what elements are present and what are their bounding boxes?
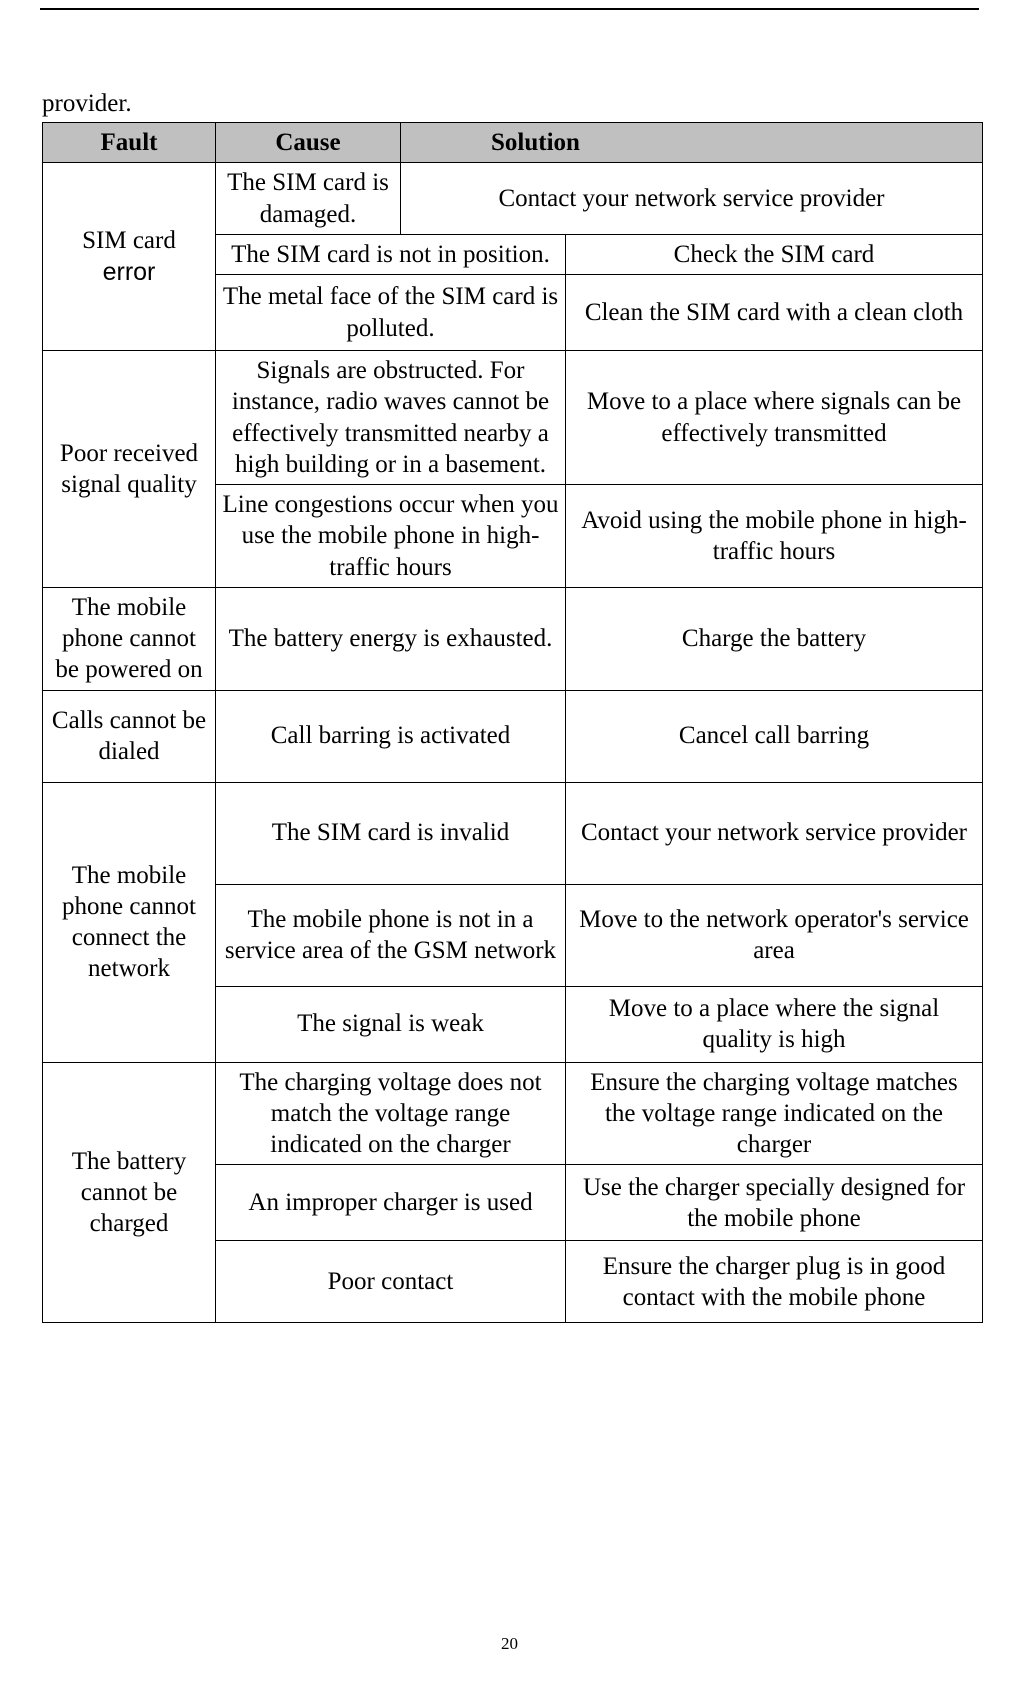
header-solution: Solution — [401, 123, 983, 163]
charge-row-1: The battery cannot be charged The chargi… — [43, 1062, 983, 1165]
dial-cause: Call barring is activated — [216, 690, 566, 782]
table-header-row: Fault Cause Solution — [43, 123, 983, 163]
page-top-rule — [40, 8, 979, 10]
sim-cause-2: The SIM card is not in position. — [216, 234, 566, 274]
network-cause-2: The mobile phone is not in a service are… — [216, 884, 566, 986]
signal-solution-1: Move to a place where signals can be eff… — [566, 351, 983, 485]
page-content: provider. Fault Cause Solution SIM card … — [42, 90, 983, 1323]
power-row: The mobile phone cannot be powered on Th… — [43, 587, 983, 690]
network-cause-3: The signal is weak — [216, 986, 566, 1062]
charge-solution-1: Ensure the charging voltage matches the … — [566, 1062, 983, 1165]
network-row-1: The mobile phone cannot connect the netw… — [43, 782, 983, 884]
signal-cause-2: Line congestions occur when you use the … — [216, 485, 566, 588]
fault-sim-card-error: SIM card error — [43, 163, 216, 351]
header-cause: Cause — [216, 123, 401, 163]
charge-cause-2: An improper charger is used — [216, 1165, 566, 1241]
dial-row: Calls cannot be dialed Call barring is a… — [43, 690, 983, 782]
fault-sim-card-label: SIM card — [43, 225, 215, 256]
power-cause: The battery energy is exhausted. — [216, 587, 566, 690]
fault-cannot-power-on: The mobile phone cannot be powered on — [43, 587, 216, 690]
sim-cause-3: The metal face of the SIM card is pollut… — [216, 275, 566, 351]
fault-cannot-charge: The battery cannot be charged — [43, 1062, 216, 1323]
sim-row-1: SIM card error The SIM card is damaged. … — [43, 163, 983, 235]
sim-solution-3: Clean the SIM card with a clean cloth — [566, 275, 983, 351]
troubleshooting-table: Fault Cause Solution SIM card error The … — [42, 122, 983, 1323]
page-number: 20 — [0, 1634, 1019, 1654]
fault-poor-signal: Poor received signal quality — [43, 351, 216, 588]
intro-text: provider. — [42, 90, 983, 118]
network-solution-1: Contact your network service provider — [566, 782, 983, 884]
fault-cannot-dial: Calls cannot be dialed — [43, 690, 216, 782]
fault-cannot-connect: The mobile phone cannot connect the netw… — [43, 782, 216, 1062]
sim-solution-2: Check the SIM card — [566, 234, 983, 274]
fault-sim-error-label: error — [43, 257, 215, 288]
charge-cause-1: The charging voltage does not match the … — [216, 1062, 566, 1165]
power-solution: Charge the battery — [566, 587, 983, 690]
charge-solution-2: Use the charger specially designed for t… — [566, 1165, 983, 1241]
network-solution-2: Move to the network operator's service a… — [566, 884, 983, 986]
signal-cause-1: Signals are obstructed. For instance, ra… — [216, 351, 566, 485]
network-solution-3: Move to a place where the signal quality… — [566, 986, 983, 1062]
dial-solution: Cancel call barring — [566, 690, 983, 782]
sim-cause-1: The SIM card is damaged. — [216, 163, 401, 235]
network-cause-1: The SIM card is invalid — [216, 782, 566, 884]
signal-solution-2: Avoid using the mobile phone in high-tra… — [566, 485, 983, 588]
charge-solution-3: Ensure the charger plug is in good conta… — [566, 1241, 983, 1323]
header-fault: Fault — [43, 123, 216, 163]
signal-row-1: Poor received signal quality Signals are… — [43, 351, 983, 485]
sim-solution-1: Contact your network service provider — [401, 163, 983, 235]
charge-cause-3: Poor contact — [216, 1241, 566, 1323]
